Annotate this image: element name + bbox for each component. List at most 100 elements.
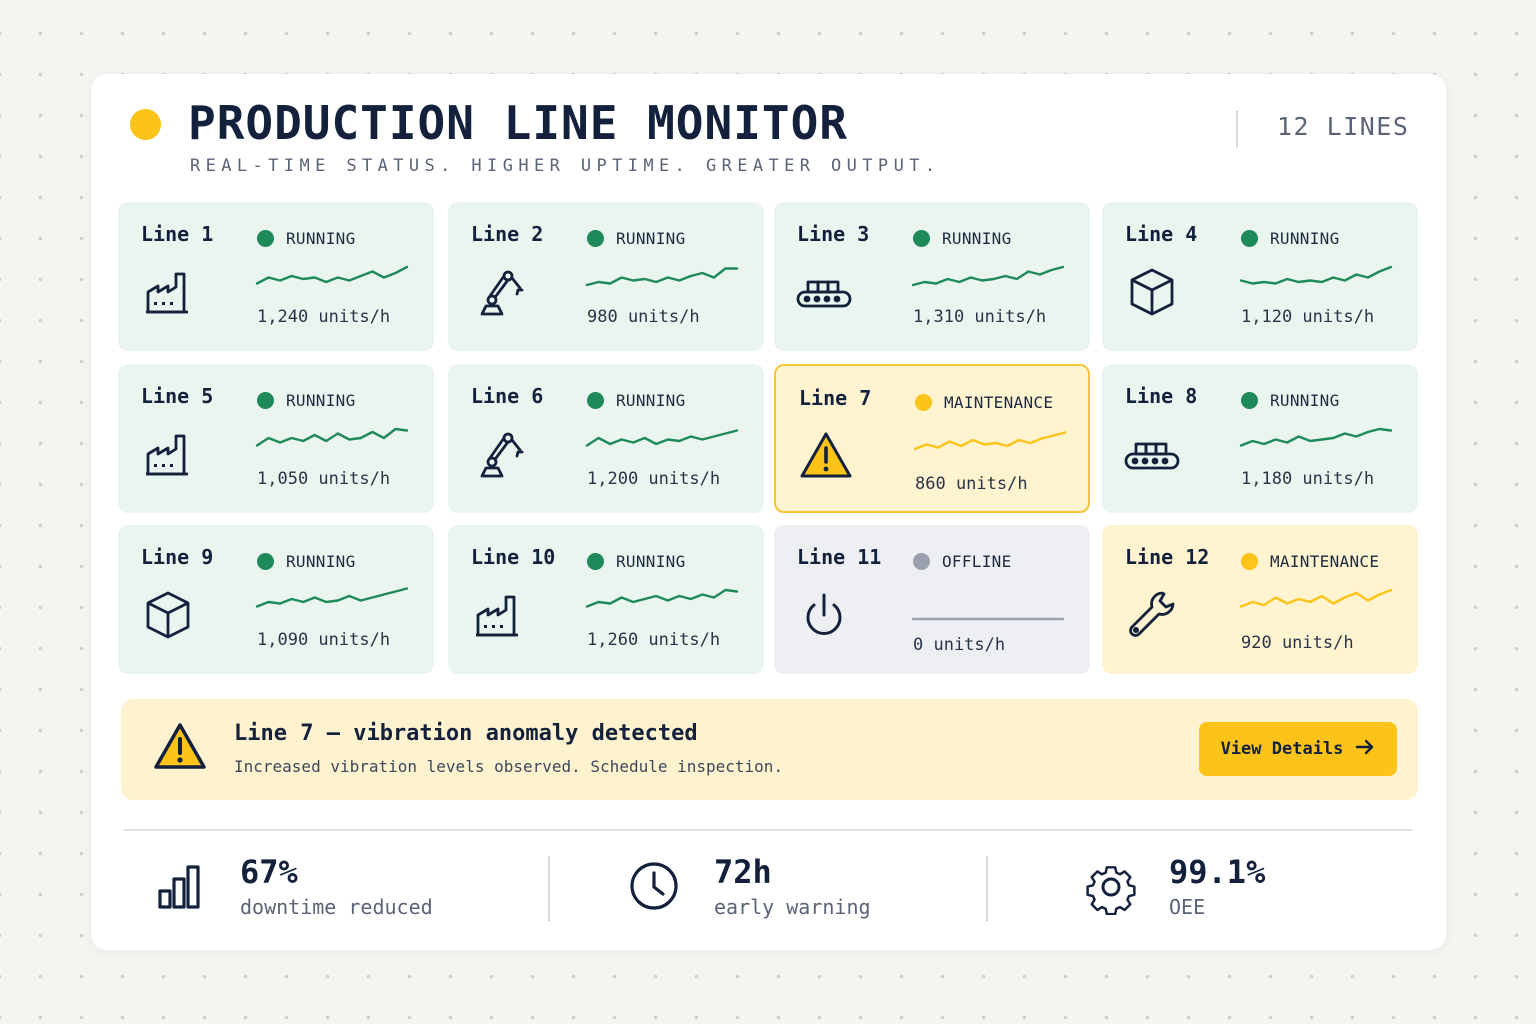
output-sparkline	[1239, 426, 1393, 456]
status-label: RUNNING	[286, 552, 356, 571]
alert-banner: Line 7 — vibration anomaly detected Incr…	[121, 699, 1418, 800]
stat-label: downtime reduced	[240, 895, 433, 919]
status-dot	[1241, 230, 1258, 247]
line-status: OFFLINE	[913, 552, 1012, 571]
line-tile[interactable]: Line 9 RUNNING 1,090 units/h	[118, 525, 434, 674]
clock-icon	[628, 859, 684, 915]
line-tile[interactable]: Line 8 RUNNING 1,180 units/h	[1102, 364, 1418, 513]
alert-description: Increased vibration levels observed. Sch…	[234, 757, 784, 776]
status-dot	[257, 392, 274, 409]
line-tile[interactable]: Line 5 RUNNING 1,050 units/h	[118, 364, 434, 513]
bar-chart-icon	[154, 859, 210, 915]
line-status: RUNNING	[587, 229, 686, 248]
box-icon	[1122, 262, 1182, 322]
line-tile[interactable]: Line 4 RUNNING 1,120 units/h	[1102, 202, 1418, 351]
line-output: 1,090 units/h	[257, 630, 391, 650]
status-dot	[913, 553, 930, 570]
alert-title: Line 7 — vibration anomaly detected	[234, 721, 698, 746]
lines-count: 12 LINES	[1277, 112, 1410, 141]
sparkline-path	[255, 587, 409, 608]
output-sparkline	[911, 264, 1065, 294]
line-grid: Line 1 RUNNING 1,240 units/h Line 2 RUNNING 9…	[118, 202, 1418, 675]
page-subtitle: REAL-TIME STATUS. HIGHER UPTIME. GREATER…	[190, 156, 941, 176]
status-dot	[257, 553, 274, 570]
view-details-button[interactable]: View Details	[1199, 722, 1397, 776]
monitor-card: PRODUCTION LINE MONITOR REAL-TIME STATUS…	[91, 74, 1446, 950]
output-sparkline	[585, 426, 739, 456]
factory-icon	[138, 262, 198, 322]
sparkline-path	[585, 429, 739, 447]
robot-arm-icon	[468, 424, 528, 484]
line-name: Line 9	[141, 545, 214, 569]
stat-value: 72h	[714, 853, 772, 891]
line-name: Line 5	[141, 384, 214, 408]
factory-icon	[138, 424, 198, 484]
output-sparkline	[911, 587, 1065, 621]
view-details-label: View Details	[1220, 739, 1344, 759]
sparkline-path	[913, 431, 1067, 451]
line-name: Line 6	[471, 384, 544, 408]
gear-icon	[1083, 859, 1139, 916]
line-name: Line 1	[141, 222, 214, 246]
line-name: Line 11	[797, 545, 882, 569]
wrench-icon	[1122, 585, 1182, 645]
status-dot	[1241, 392, 1258, 409]
status-label: MAINTENANCE	[1270, 552, 1380, 571]
line-output: 1,200 units/h	[587, 469, 721, 489]
sparkline-path	[255, 427, 409, 447]
status-label: RUNNING	[1270, 391, 1340, 410]
status-label: RUNNING	[616, 391, 686, 410]
status-dot	[587, 392, 604, 409]
sparkline-path	[255, 265, 409, 285]
line-tile[interactable]: Line 10 RUNNING 1,260 units/h	[448, 525, 764, 674]
status-dot	[257, 230, 274, 247]
line-status: RUNNING	[1241, 391, 1340, 410]
sparkline-path	[1239, 588, 1393, 608]
status-label: RUNNING	[616, 229, 686, 248]
status-dot	[587, 230, 604, 247]
line-tile[interactable]: Line 12 MAINTENANCE 920 units/h	[1102, 525, 1418, 674]
line-output: 1,260 units/h	[587, 630, 721, 650]
line-output: 1,050 units/h	[257, 469, 391, 489]
line-tile[interactable]: Line 2 RUNNING 980 units/h	[448, 202, 764, 351]
sparkline-path	[585, 267, 739, 287]
conveyor-icon	[1122, 424, 1182, 484]
line-tile[interactable]: Line 3 RUNNING 1,310 units/h	[774, 202, 1090, 351]
line-tile[interactable]: Line 6 RUNNING 1,200 units/h	[448, 364, 764, 513]
line-status: RUNNING	[1241, 229, 1340, 248]
sparkline-path	[1239, 265, 1393, 285]
status-label: MAINTENANCE	[944, 393, 1054, 412]
line-output: 0 units/h	[913, 635, 1006, 655]
line-name: Line 3	[797, 222, 870, 246]
line-tile[interactable]: Line 11 OFFLINE 0 units/h	[774, 525, 1090, 674]
line-output: 980 units/h	[587, 307, 700, 327]
stat-value: 67%	[240, 853, 298, 891]
output-sparkline	[1239, 264, 1393, 294]
sparkline-path	[1239, 427, 1393, 447]
line-name: Line 10	[471, 545, 556, 569]
line-tile[interactable]: Line 1 RUNNING 1,240 units/h	[118, 202, 434, 351]
warning-icon	[152, 719, 208, 775]
stat-label: OEE	[1169, 895, 1206, 919]
line-status: MAINTENANCE	[915, 393, 1053, 412]
status-dot	[915, 394, 932, 411]
header-divider	[1236, 110, 1238, 148]
stat-value: 99.1%	[1169, 853, 1266, 891]
line-output: 920 units/h	[1241, 633, 1354, 653]
line-name: Line 8	[1125, 384, 1198, 408]
line-name: Line 7	[799, 386, 872, 410]
box-icon	[138, 585, 198, 645]
status-label: RUNNING	[1270, 229, 1340, 248]
line-output: 860 units/h	[915, 474, 1028, 494]
status-label: OFFLINE	[942, 552, 1012, 571]
output-sparkline	[255, 264, 409, 294]
power-icon	[794, 585, 854, 645]
line-status: RUNNING	[257, 229, 356, 248]
line-status: RUNNING	[913, 229, 1012, 248]
stat-divider	[548, 856, 550, 922]
line-status: RUNNING	[257, 552, 356, 571]
status-dot	[913, 230, 930, 247]
factory-icon	[468, 585, 528, 645]
system-status-dot	[130, 109, 161, 140]
line-tile[interactable]: Line 7 MAINTENANCE 860 units/h	[774, 364, 1090, 513]
